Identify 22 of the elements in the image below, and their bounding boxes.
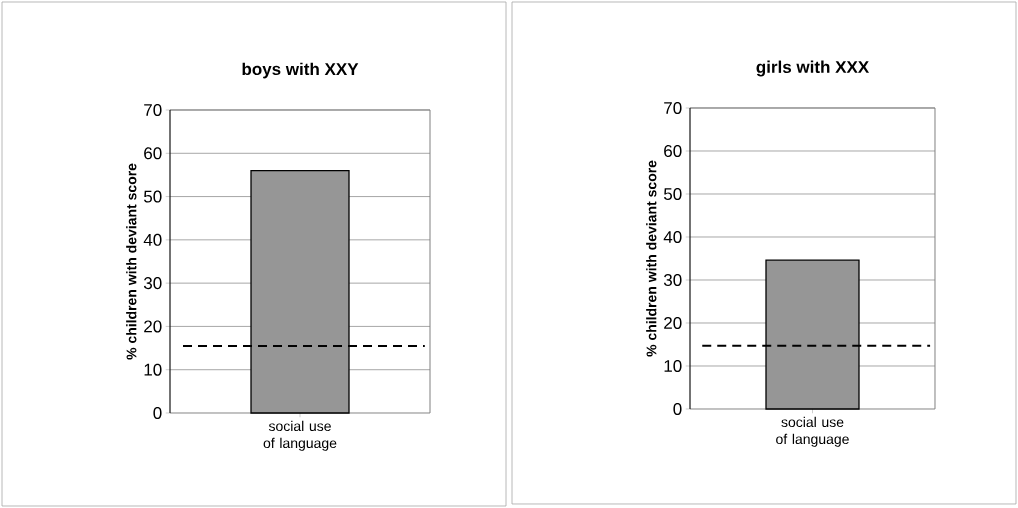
x-tick-label: social use of language bbox=[776, 416, 849, 447]
y-tick-label: 40 bbox=[143, 233, 162, 246]
y-tick-label: 20 bbox=[664, 316, 682, 330]
y-tick-label: 0 bbox=[673, 402, 682, 416]
y-tick-label: 60 bbox=[144, 147, 162, 160]
y-tick-label: 20 bbox=[144, 320, 162, 333]
y-tick-label: 30 bbox=[143, 277, 162, 290]
y-tick-label: 0 bbox=[153, 406, 162, 420]
x-tick-label: social use of language bbox=[263, 420, 337, 451]
y-axis-title: % children with deviant score bbox=[126, 163, 137, 360]
y-tick-label: 40 bbox=[663, 230, 682, 244]
y-tick-label: 50 bbox=[663, 187, 682, 201]
chart-title: boys with XXY bbox=[242, 62, 359, 79]
y-axis-title: % children with deviant score bbox=[646, 160, 657, 357]
y-tick-label: 10 bbox=[664, 359, 682, 373]
y-tick-label: 30 bbox=[663, 273, 682, 287]
y-tick-label: 10 bbox=[144, 363, 162, 376]
y-tick-label: 50 bbox=[143, 190, 162, 203]
y-tick-label: 60 bbox=[664, 144, 682, 158]
y-tick-label: 70 bbox=[664, 101, 682, 115]
chart-title: girls with XXX bbox=[756, 60, 870, 77]
y-tick-label: 70 bbox=[144, 103, 162, 117]
